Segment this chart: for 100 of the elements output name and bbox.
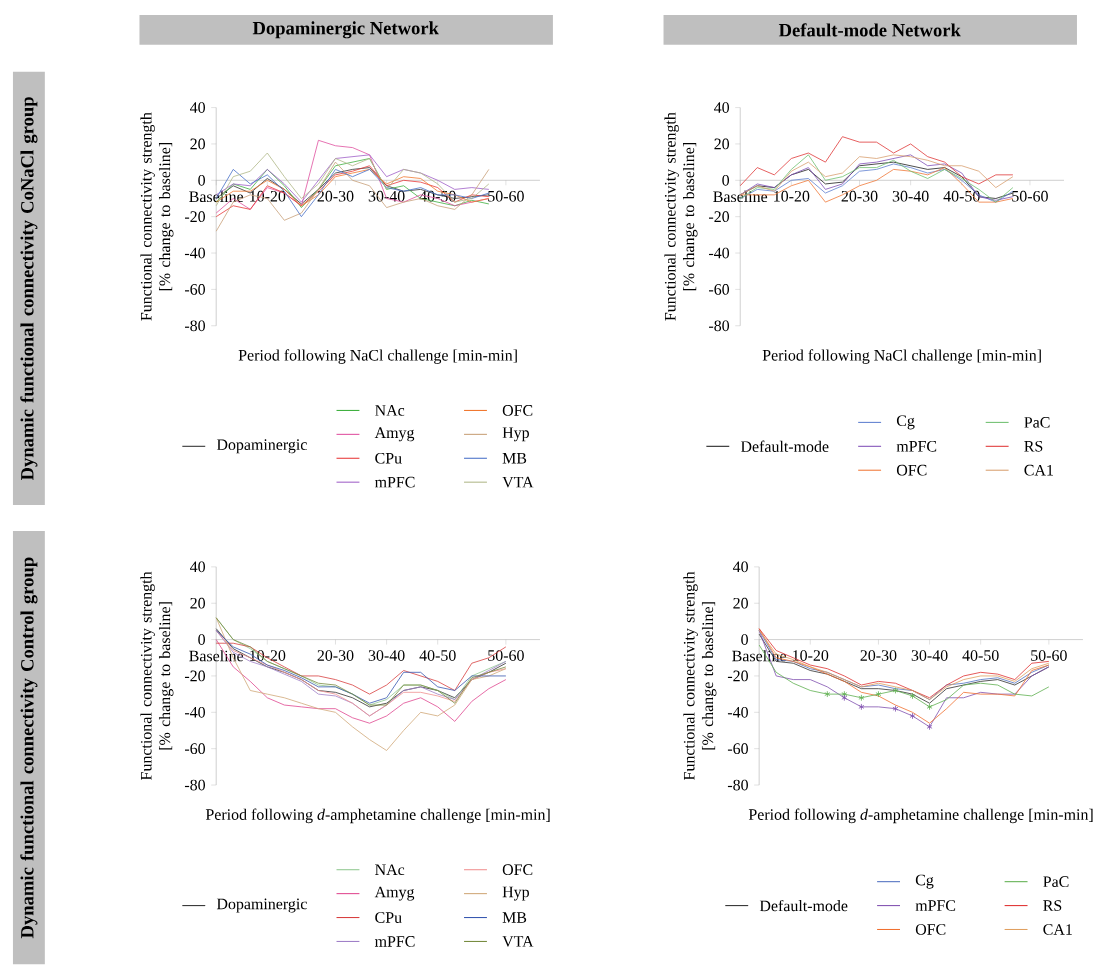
x-tick-label: Baseline [189, 190, 244, 202]
y-tick-label: 20 [190, 597, 206, 609]
legend-label: PaC [1024, 416, 1050, 428]
y-tick-label: 40 [190, 102, 206, 113]
y-axis-title: Functional connectivity strength [% change to baseline] [140, 571, 174, 780]
legend-label: Cg [896, 415, 915, 430]
x-tick-label: 10-20 [774, 190, 810, 202]
legend-label: CA1 [1024, 464, 1053, 476]
y-axis-title: Functional connectivity strength [% change to baseline] [140, 112, 174, 321]
line-series [739, 136, 1014, 186]
chart-title: Default-mode Network [778, 23, 961, 37]
x-tick-label: 20-30 [317, 649, 354, 661]
x-tick-label: 40-50 [962, 649, 999, 661]
legend-label: RS [1043, 900, 1062, 911]
legend-label: Default-mode [759, 899, 848, 912]
legend-label: CPu [375, 912, 402, 923]
legend-label: MB [502, 912, 527, 923]
legend-label: MB [502, 452, 527, 464]
legend-label: Hyp [502, 427, 529, 442]
y-tick-label: -20 [709, 211, 730, 222]
x-tick-label: 20-30 [317, 190, 354, 202]
legend-label: NAc [375, 404, 405, 416]
y-tick-label: 20 [190, 138, 206, 150]
y-tick-label: -80 [184, 779, 206, 791]
x-axis-title: Period following d-amphetamine challenge [min-min] [205, 808, 550, 824]
point [926, 723, 933, 731]
x-tick-label: 10-20 [250, 649, 286, 661]
legend-label: Dopaminergic [216, 898, 307, 913]
x-axis-title: Period following d-amphetamine challenge [min-min] [748, 808, 1093, 824]
y-tick-label: 0 [198, 174, 206, 186]
y-tick-label: 40 [732, 561, 748, 573]
text: Dynamic functional connectivity CoNaCl group [20, 96, 38, 480]
x-tick-label: Baseline [713, 190, 768, 202]
y-tick-label: -60 [184, 283, 206, 295]
x-tick-label: 20-30 [841, 190, 878, 202]
x-tick-label: 30-40 [368, 190, 405, 202]
x-tick-label: 30-40 [911, 649, 948, 661]
x-tick-label: Baseline [189, 649, 244, 662]
y-tick-label: -40 [709, 247, 730, 259]
point [892, 687, 899, 694]
x-tick-label: 50-60 [1031, 649, 1067, 661]
x-tick-label: 50-60 [488, 649, 524, 661]
point [858, 703, 865, 711]
legend-label: Default-mode [740, 440, 829, 452]
x-tick-label: 30-40 [368, 649, 405, 661]
text: Dynamic functional connectivity Control group [20, 557, 38, 938]
legend-label: CPu [375, 452, 402, 464]
y-tick-label: 0 [741, 634, 748, 645]
x-axis-title: Period following NaCl challenge [min-min] [238, 349, 517, 364]
x-axis-title: Period following NaCl challenge [min-min] [762, 349, 1041, 364]
x-tick-label: 40-50 [419, 649, 456, 661]
legend-label: Dopaminergic [216, 439, 307, 454]
legend-label: CA1 [1043, 923, 1072, 935]
legend-label: OFC [502, 864, 533, 875]
point [909, 712, 916, 720]
point [892, 705, 899, 712]
y-tick-label: -60 [727, 743, 748, 754]
y-tick-label: 0 [722, 174, 730, 186]
y-tick-label: -40 [184, 706, 206, 718]
y-tick-label: -60 [184, 743, 206, 754]
legend-label: mPFC [374, 935, 415, 947]
x-tick-label: 10-20 [250, 190, 286, 202]
point [926, 703, 933, 711]
legend-label: mPFC [915, 900, 956, 911]
x-tick-label: Baseline [732, 649, 787, 662]
y-tick-label: -80 [727, 779, 748, 791]
x-tick-label: 40-50 [943, 190, 980, 202]
y-tick-label: -20 [184, 670, 206, 682]
legend-label: OFC [915, 923, 946, 935]
y-axis-title: Functional connectivity strength [% change to baseline] [664, 112, 698, 321]
legend-label: mPFC [374, 476, 415, 488]
legend-label: Cg [915, 874, 934, 889]
legend-label: Hyp [502, 886, 529, 901]
y-tick-label: -20 [727, 670, 748, 682]
x-tick-label: 20-30 [860, 649, 897, 661]
point [841, 690, 848, 698]
y-tick-label: -80 [184, 320, 206, 331]
legend-label: VTA [502, 935, 534, 947]
point [858, 694, 865, 701]
point [841, 694, 848, 701]
y-tick-label: -40 [727, 706, 748, 718]
legend-label: OFC [896, 464, 927, 476]
y-tick-label: 20 [733, 597, 748, 609]
y-tick-label: 40 [190, 561, 206, 573]
y-tick-label: 0 [198, 634, 206, 645]
point [875, 690, 882, 698]
x-tick-label: 50-60 [488, 190, 524, 202]
y-tick-label: -60 [709, 283, 730, 295]
legend-label: NAc [375, 864, 405, 875]
y-tick-label: 20 [714, 138, 730, 150]
x-tick-label: 50-60 [1012, 190, 1048, 202]
legend-label: VTA [502, 476, 534, 488]
legend-label: mPFC [896, 440, 937, 452]
point [909, 692, 916, 700]
y-tick-label: -20 [184, 211, 206, 222]
x-tick-label: 30-40 [892, 190, 929, 202]
y-tick-label: -80 [709, 320, 730, 331]
y-axis-title: Functional connectivity strength [% change to baseline] [683, 571, 717, 780]
y-tick-label: -40 [184, 247, 206, 259]
legend-label: OFC [502, 404, 533, 416]
